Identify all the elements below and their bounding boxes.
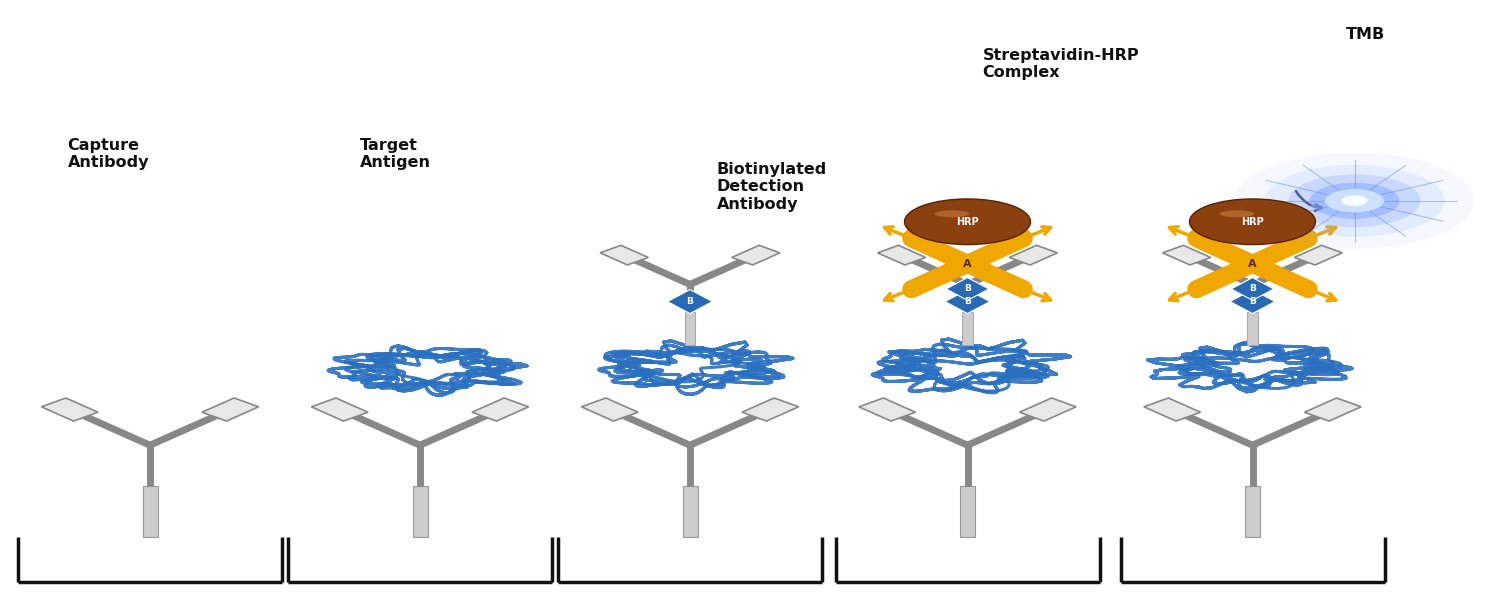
Polygon shape bbox=[945, 290, 990, 314]
Text: B: B bbox=[964, 284, 970, 293]
FancyBboxPatch shape bbox=[1245, 486, 1260, 537]
Ellipse shape bbox=[904, 199, 1030, 245]
Polygon shape bbox=[1010, 245, 1058, 265]
Text: B: B bbox=[1250, 284, 1256, 293]
Polygon shape bbox=[312, 398, 368, 421]
Text: A: A bbox=[963, 259, 972, 269]
FancyBboxPatch shape bbox=[960, 486, 975, 537]
Ellipse shape bbox=[934, 211, 969, 217]
FancyBboxPatch shape bbox=[142, 486, 158, 537]
Text: Target
Antigen: Target Antigen bbox=[360, 138, 430, 170]
Circle shape bbox=[1310, 183, 1400, 219]
FancyBboxPatch shape bbox=[684, 312, 694, 345]
Text: B: B bbox=[687, 297, 693, 306]
Text: HRP: HRP bbox=[1240, 217, 1264, 227]
Circle shape bbox=[1341, 196, 1368, 206]
FancyBboxPatch shape bbox=[413, 486, 428, 537]
Polygon shape bbox=[1162, 245, 1210, 265]
Text: TMB: TMB bbox=[1346, 27, 1384, 42]
FancyBboxPatch shape bbox=[682, 486, 698, 537]
Polygon shape bbox=[1020, 398, 1076, 421]
Text: A: A bbox=[1248, 259, 1257, 269]
FancyBboxPatch shape bbox=[1248, 312, 1257, 345]
Polygon shape bbox=[859, 398, 915, 421]
Polygon shape bbox=[1232, 278, 1274, 301]
Text: Capture
Antibody: Capture Antibody bbox=[68, 138, 148, 170]
Text: HRP: HRP bbox=[956, 217, 980, 227]
Polygon shape bbox=[946, 278, 988, 301]
Polygon shape bbox=[732, 245, 780, 265]
Polygon shape bbox=[1294, 245, 1342, 265]
Polygon shape bbox=[1305, 398, 1360, 421]
Ellipse shape bbox=[1190, 199, 1316, 245]
Polygon shape bbox=[878, 245, 926, 265]
Polygon shape bbox=[202, 398, 258, 421]
Polygon shape bbox=[1230, 290, 1275, 314]
Text: B: B bbox=[1250, 297, 1256, 306]
Text: Biotinylated
Detection
Antibody: Biotinylated Detection Antibody bbox=[717, 162, 828, 212]
Circle shape bbox=[1324, 189, 1384, 213]
Circle shape bbox=[1288, 175, 1420, 227]
Polygon shape bbox=[668, 290, 712, 314]
Text: B: B bbox=[964, 297, 970, 306]
Polygon shape bbox=[742, 398, 798, 421]
Polygon shape bbox=[472, 398, 528, 421]
Polygon shape bbox=[42, 398, 98, 421]
Polygon shape bbox=[600, 245, 648, 265]
Ellipse shape bbox=[1220, 211, 1254, 217]
Text: Streptavidin-HRP
Complex: Streptavidin-HRP Complex bbox=[982, 48, 1138, 80]
FancyBboxPatch shape bbox=[963, 312, 974, 345]
Polygon shape bbox=[582, 398, 638, 421]
Circle shape bbox=[1234, 153, 1474, 249]
Circle shape bbox=[1264, 165, 1444, 237]
Polygon shape bbox=[1144, 398, 1200, 421]
